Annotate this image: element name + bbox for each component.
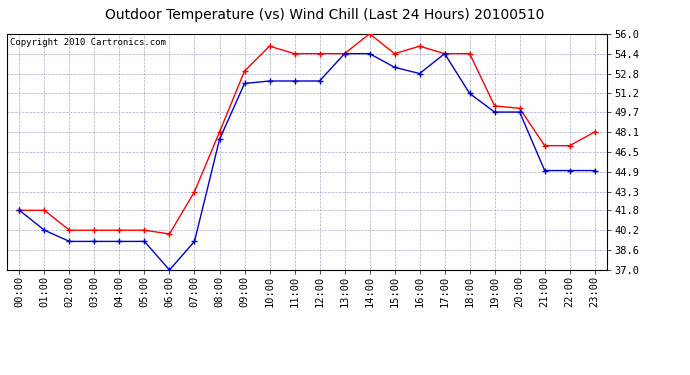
Text: Copyright 2010 Cartronics.com: Copyright 2010 Cartronics.com <box>10 39 166 48</box>
Text: Outdoor Temperature (vs) Wind Chill (Last 24 Hours) 20100510: Outdoor Temperature (vs) Wind Chill (Las… <box>105 8 544 21</box>
